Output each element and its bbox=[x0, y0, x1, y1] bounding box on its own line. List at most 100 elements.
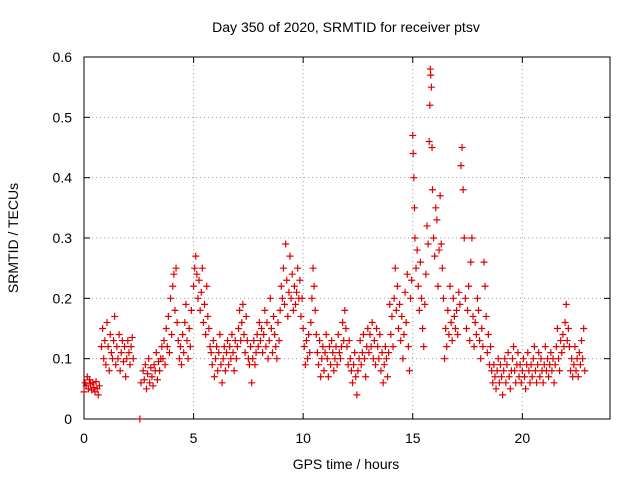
data-point bbox=[545, 373, 553, 381]
data-point bbox=[433, 216, 441, 224]
data-point bbox=[511, 367, 519, 375]
data-point bbox=[199, 318, 207, 326]
data-point bbox=[137, 379, 145, 387]
data-point bbox=[186, 343, 194, 351]
data-point bbox=[214, 367, 222, 375]
data-point bbox=[149, 382, 157, 390]
data-point bbox=[308, 294, 316, 302]
data-point bbox=[205, 325, 213, 332]
data-point bbox=[476, 337, 484, 345]
data-point bbox=[473, 294, 481, 302]
data-point bbox=[516, 361, 524, 369]
data-point bbox=[106, 331, 114, 339]
data-point bbox=[283, 276, 291, 284]
data-point bbox=[222, 349, 230, 357]
data-point bbox=[461, 294, 469, 302]
data-point bbox=[551, 361, 559, 369]
data-point bbox=[239, 300, 247, 308]
data-point bbox=[311, 306, 319, 314]
axis-ticks bbox=[83, 56, 610, 420]
x-tick-label: 15 bbox=[405, 430, 421, 446]
data-point bbox=[556, 367, 564, 375]
data-point bbox=[342, 325, 350, 332]
data-point bbox=[284, 312, 292, 320]
data-point bbox=[576, 361, 584, 369]
data-point bbox=[400, 331, 408, 339]
data-point bbox=[217, 361, 225, 369]
data-point bbox=[498, 373, 506, 381]
data-point bbox=[299, 325, 307, 332]
data-point bbox=[256, 337, 264, 345]
data-point bbox=[359, 331, 367, 339]
data-point bbox=[232, 355, 240, 363]
data-point bbox=[184, 355, 192, 363]
data-point bbox=[316, 337, 324, 345]
data-point bbox=[449, 294, 457, 302]
data-point bbox=[390, 294, 398, 302]
data-point bbox=[296, 276, 304, 284]
data-point bbox=[524, 349, 532, 357]
data-point bbox=[218, 379, 226, 387]
data-point bbox=[272, 343, 280, 351]
data-point bbox=[445, 331, 453, 339]
data-point bbox=[437, 240, 445, 248]
data-point bbox=[161, 361, 169, 369]
data-point bbox=[395, 325, 403, 332]
data-point bbox=[505, 373, 513, 381]
data-point bbox=[175, 355, 183, 363]
data-point bbox=[439, 294, 447, 302]
data-point bbox=[168, 331, 176, 339]
data-point bbox=[127, 343, 135, 351]
data-point bbox=[574, 373, 582, 381]
data-point bbox=[423, 222, 431, 230]
data-point bbox=[99, 325, 107, 332]
data-point bbox=[144, 370, 152, 378]
data-point bbox=[500, 367, 508, 375]
data-point bbox=[377, 367, 385, 375]
data-point bbox=[173, 318, 181, 326]
data-point bbox=[195, 276, 203, 284]
data-point bbox=[111, 312, 119, 320]
data-point bbox=[254, 343, 262, 351]
data-point bbox=[181, 318, 189, 326]
data-point bbox=[460, 234, 468, 242]
data-point bbox=[191, 264, 199, 272]
data-point bbox=[367, 343, 375, 351]
data-point bbox=[121, 343, 129, 351]
data-point bbox=[328, 337, 336, 345]
data-point bbox=[265, 337, 273, 345]
data-point bbox=[427, 83, 435, 91]
data-point bbox=[387, 331, 395, 339]
data-point bbox=[197, 288, 205, 296]
data-point bbox=[327, 361, 335, 369]
data-point bbox=[273, 355, 281, 363]
data-point bbox=[159, 355, 167, 363]
data-point bbox=[313, 349, 321, 357]
data-point bbox=[180, 349, 188, 357]
data-point bbox=[330, 367, 338, 375]
data-point bbox=[128, 334, 136, 342]
y-axis-label: SRMTID / TECUs bbox=[5, 183, 21, 293]
data-point bbox=[521, 373, 529, 381]
data-point bbox=[92, 378, 100, 386]
data-point bbox=[448, 337, 456, 345]
data-point bbox=[235, 325, 243, 332]
data-point bbox=[136, 415, 144, 423]
data-point bbox=[375, 355, 383, 363]
data-point bbox=[279, 264, 287, 272]
data-point bbox=[529, 355, 537, 363]
data-point bbox=[258, 325, 266, 332]
data-point bbox=[312, 331, 320, 339]
data-point bbox=[386, 300, 394, 308]
data-point bbox=[81, 379, 89, 387]
data-point bbox=[496, 361, 504, 369]
data-point bbox=[393, 282, 401, 290]
data-point bbox=[105, 367, 113, 375]
data-point bbox=[103, 318, 111, 326]
data-point bbox=[571, 343, 579, 351]
data-point bbox=[150, 361, 158, 369]
data-point bbox=[209, 337, 217, 345]
data-point bbox=[300, 343, 308, 351]
data-point bbox=[456, 300, 464, 308]
